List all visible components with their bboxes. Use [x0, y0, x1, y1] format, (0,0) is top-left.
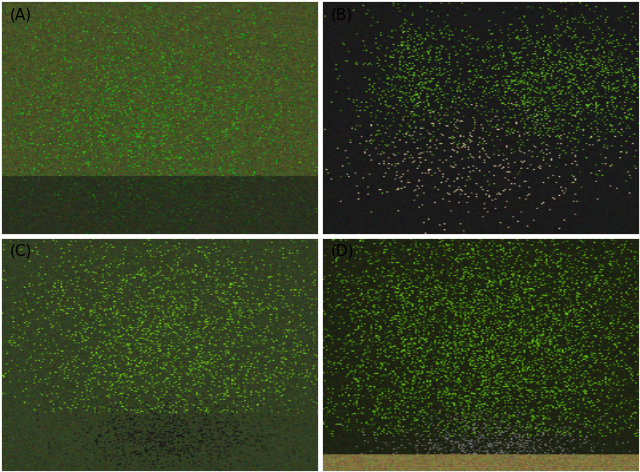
Text: (A): (A): [10, 7, 32, 22]
Text: (B): (B): [331, 7, 353, 22]
Text: (D): (D): [331, 244, 355, 259]
Text: (C): (C): [10, 244, 32, 259]
